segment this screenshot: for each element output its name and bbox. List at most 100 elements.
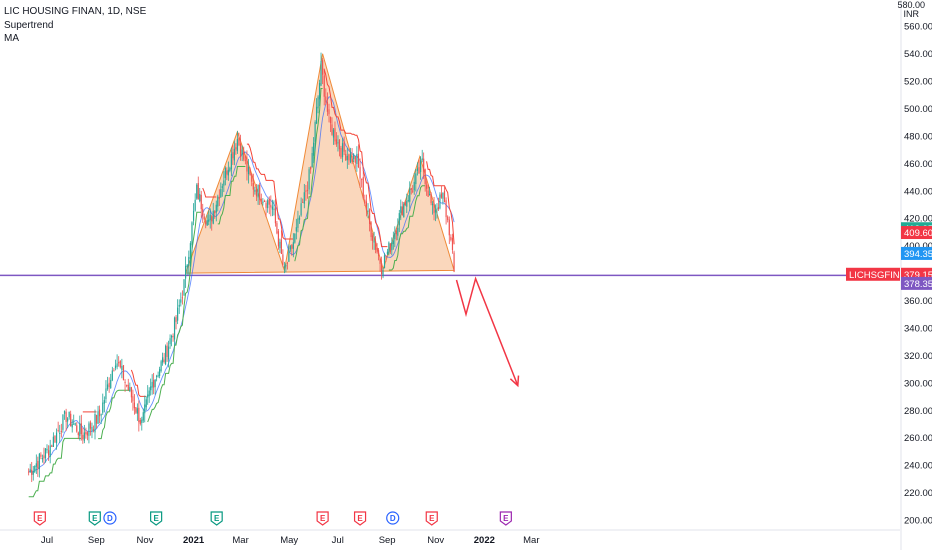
- candle-body: [337, 142, 339, 144]
- candle-body: [203, 216, 205, 220]
- candle-body: [311, 153, 313, 167]
- candle-body: [265, 203, 267, 208]
- event-marker-earnings[interactable]: E: [353, 511, 367, 526]
- candle-body: [246, 157, 248, 172]
- candle-body: [276, 223, 278, 234]
- candle-body: [191, 222, 193, 246]
- candle-body: [126, 384, 128, 386]
- candle-body: [357, 153, 360, 168]
- candle-body: [102, 402, 104, 413]
- candle-body: [97, 411, 99, 424]
- event-marker-letter: D: [390, 514, 396, 523]
- candle-body: [133, 402, 135, 409]
- candle-body: [170, 335, 173, 338]
- event-marker-dividend[interactable]: D: [386, 511, 400, 525]
- candle-body: [223, 180, 225, 186]
- candle-body: [154, 379, 156, 388]
- indicator-supertrend-label[interactable]: Supertrend: [4, 20, 54, 31]
- candle-body: [132, 396, 134, 402]
- candle-body: [268, 199, 270, 205]
- candle-body: [226, 170, 228, 175]
- candle-body: [282, 254, 284, 265]
- candle-body: [192, 210, 195, 221]
- candle-body: [279, 241, 281, 249]
- y-tick-label: 480.00: [904, 131, 932, 142]
- candle-body: [37, 460, 39, 469]
- event-marker-future[interactable]: E: [499, 511, 512, 526]
- candle-body: [34, 466, 36, 472]
- candle-body: [94, 413, 96, 433]
- candle-body: [163, 359, 165, 362]
- candle-body: [318, 82, 321, 100]
- indicator-ma-label[interactable]: MA: [4, 33, 19, 44]
- price-tag-value: 394.35: [904, 249, 932, 260]
- event-marker-split[interactable]: E: [88, 511, 101, 526]
- projection-arrowhead: [509, 375, 520, 388]
- candle-body: [379, 258, 381, 264]
- candle-body: [212, 210, 214, 224]
- candle-body: [108, 382, 110, 388]
- candle-body: [100, 414, 102, 416]
- candle-body: [376, 247, 378, 253]
- candle-body: [401, 206, 403, 216]
- candle-body: [442, 192, 444, 199]
- candle-body: [288, 249, 290, 262]
- candle-body: [404, 201, 406, 206]
- candle-body: [35, 463, 37, 467]
- event-marker-earnings[interactable]: E: [316, 511, 329, 526]
- event-marker-letter: E: [214, 514, 220, 523]
- price-unit-label: 580.00 INR: [897, 1, 925, 19]
- candle-body: [260, 198, 262, 202]
- candle-body: [181, 297, 184, 299]
- candle-body: [428, 193, 431, 196]
- candle-body: [453, 252, 455, 272]
- candle-body: [227, 169, 229, 176]
- candle-body: [244, 159, 246, 161]
- candle-body: [450, 236, 452, 240]
- projection-arrow[interactable]: [455, 276, 519, 386]
- candle-body: [209, 214, 211, 221]
- candle-body: [353, 154, 355, 160]
- event-marker-earnings[interactable]: E: [33, 511, 46, 526]
- candle-body: [416, 168, 419, 171]
- candle-body: [302, 201, 304, 203]
- candle-body: [420, 160, 422, 173]
- candle-body: [391, 242, 393, 251]
- y-tick-label: 400.00: [904, 241, 932, 252]
- chart-title[interactable]: LIC HOUSING FINAN, 1D, NSE: [4, 6, 147, 17]
- event-marker-earnings[interactable]: E: [425, 511, 438, 526]
- candle-body: [370, 222, 372, 238]
- candle-body: [98, 409, 101, 417]
- candle-body: [407, 200, 409, 202]
- candle-body: [270, 204, 272, 208]
- candle-body: [136, 408, 138, 414]
- candle-body: [251, 173, 253, 182]
- x-tick-label: Sep: [88, 535, 105, 546]
- candle-body: [147, 394, 149, 398]
- symbol-tag: [846, 267, 900, 281]
- candle-body: [297, 218, 299, 228]
- event-marker-dividend[interactable]: D: [103, 511, 117, 525]
- candle-body: [173, 317, 176, 340]
- supertrend-up-line: [28, 437, 82, 498]
- candle-body: [224, 168, 226, 179]
- candle-body: [156, 375, 158, 377]
- candle-body: [129, 387, 131, 392]
- candle-body: [317, 96, 319, 109]
- event-marker-split[interactable]: E: [150, 511, 163, 526]
- candle-body: [151, 381, 153, 388]
- candle-body: [320, 61, 322, 86]
- candle-body: [172, 335, 174, 338]
- candle-body: [374, 241, 377, 250]
- candle-body: [277, 231, 280, 247]
- event-marker-split[interactable]: E: [210, 511, 223, 526]
- candle-body: [52, 436, 54, 447]
- candle-body: [79, 423, 81, 437]
- candle-body: [49, 445, 51, 457]
- candle-body: [343, 141, 345, 152]
- candle-body: [418, 167, 420, 174]
- candle-body: [426, 184, 428, 189]
- candle-body: [283, 266, 285, 268]
- price-tag-level: [901, 246, 932, 260]
